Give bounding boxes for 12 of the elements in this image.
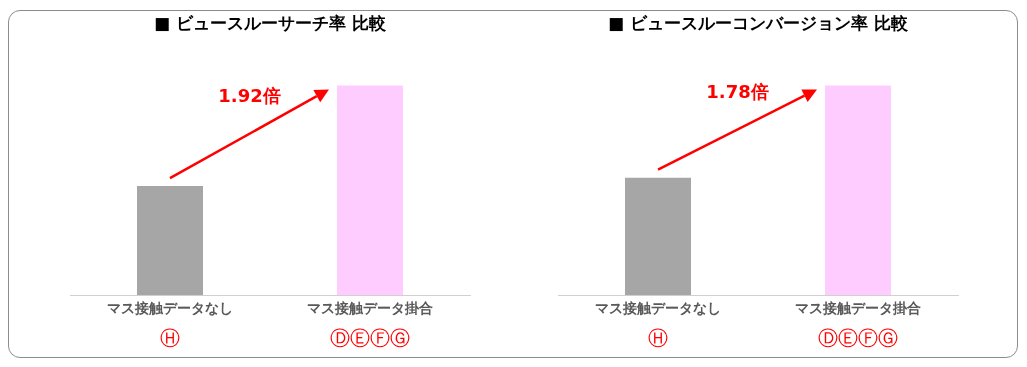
x-tick-label: マス接触データ掛合: [795, 300, 921, 317]
text: ⒹⒺⒻⒼ: [818, 326, 898, 351]
annotation: 1.78倍: [706, 81, 769, 103]
x-tick-label: マス接触データなし: [595, 300, 721, 317]
annotation: 1.92倍: [218, 85, 281, 107]
text: ⒹⒺⒻⒼ: [330, 326, 410, 351]
x-tick-label: マス接触データ掛合: [307, 300, 433, 317]
chart-title: ■ ビュースルーコンバージョン率 比較: [608, 12, 909, 33]
x-tick-label: マス接触データなし: [107, 300, 233, 317]
text: Ⓗ: [160, 326, 180, 351]
chart-title: ■ ビュースルーサーチ率 比較: [154, 12, 387, 33]
text: Ⓗ: [648, 326, 668, 351]
